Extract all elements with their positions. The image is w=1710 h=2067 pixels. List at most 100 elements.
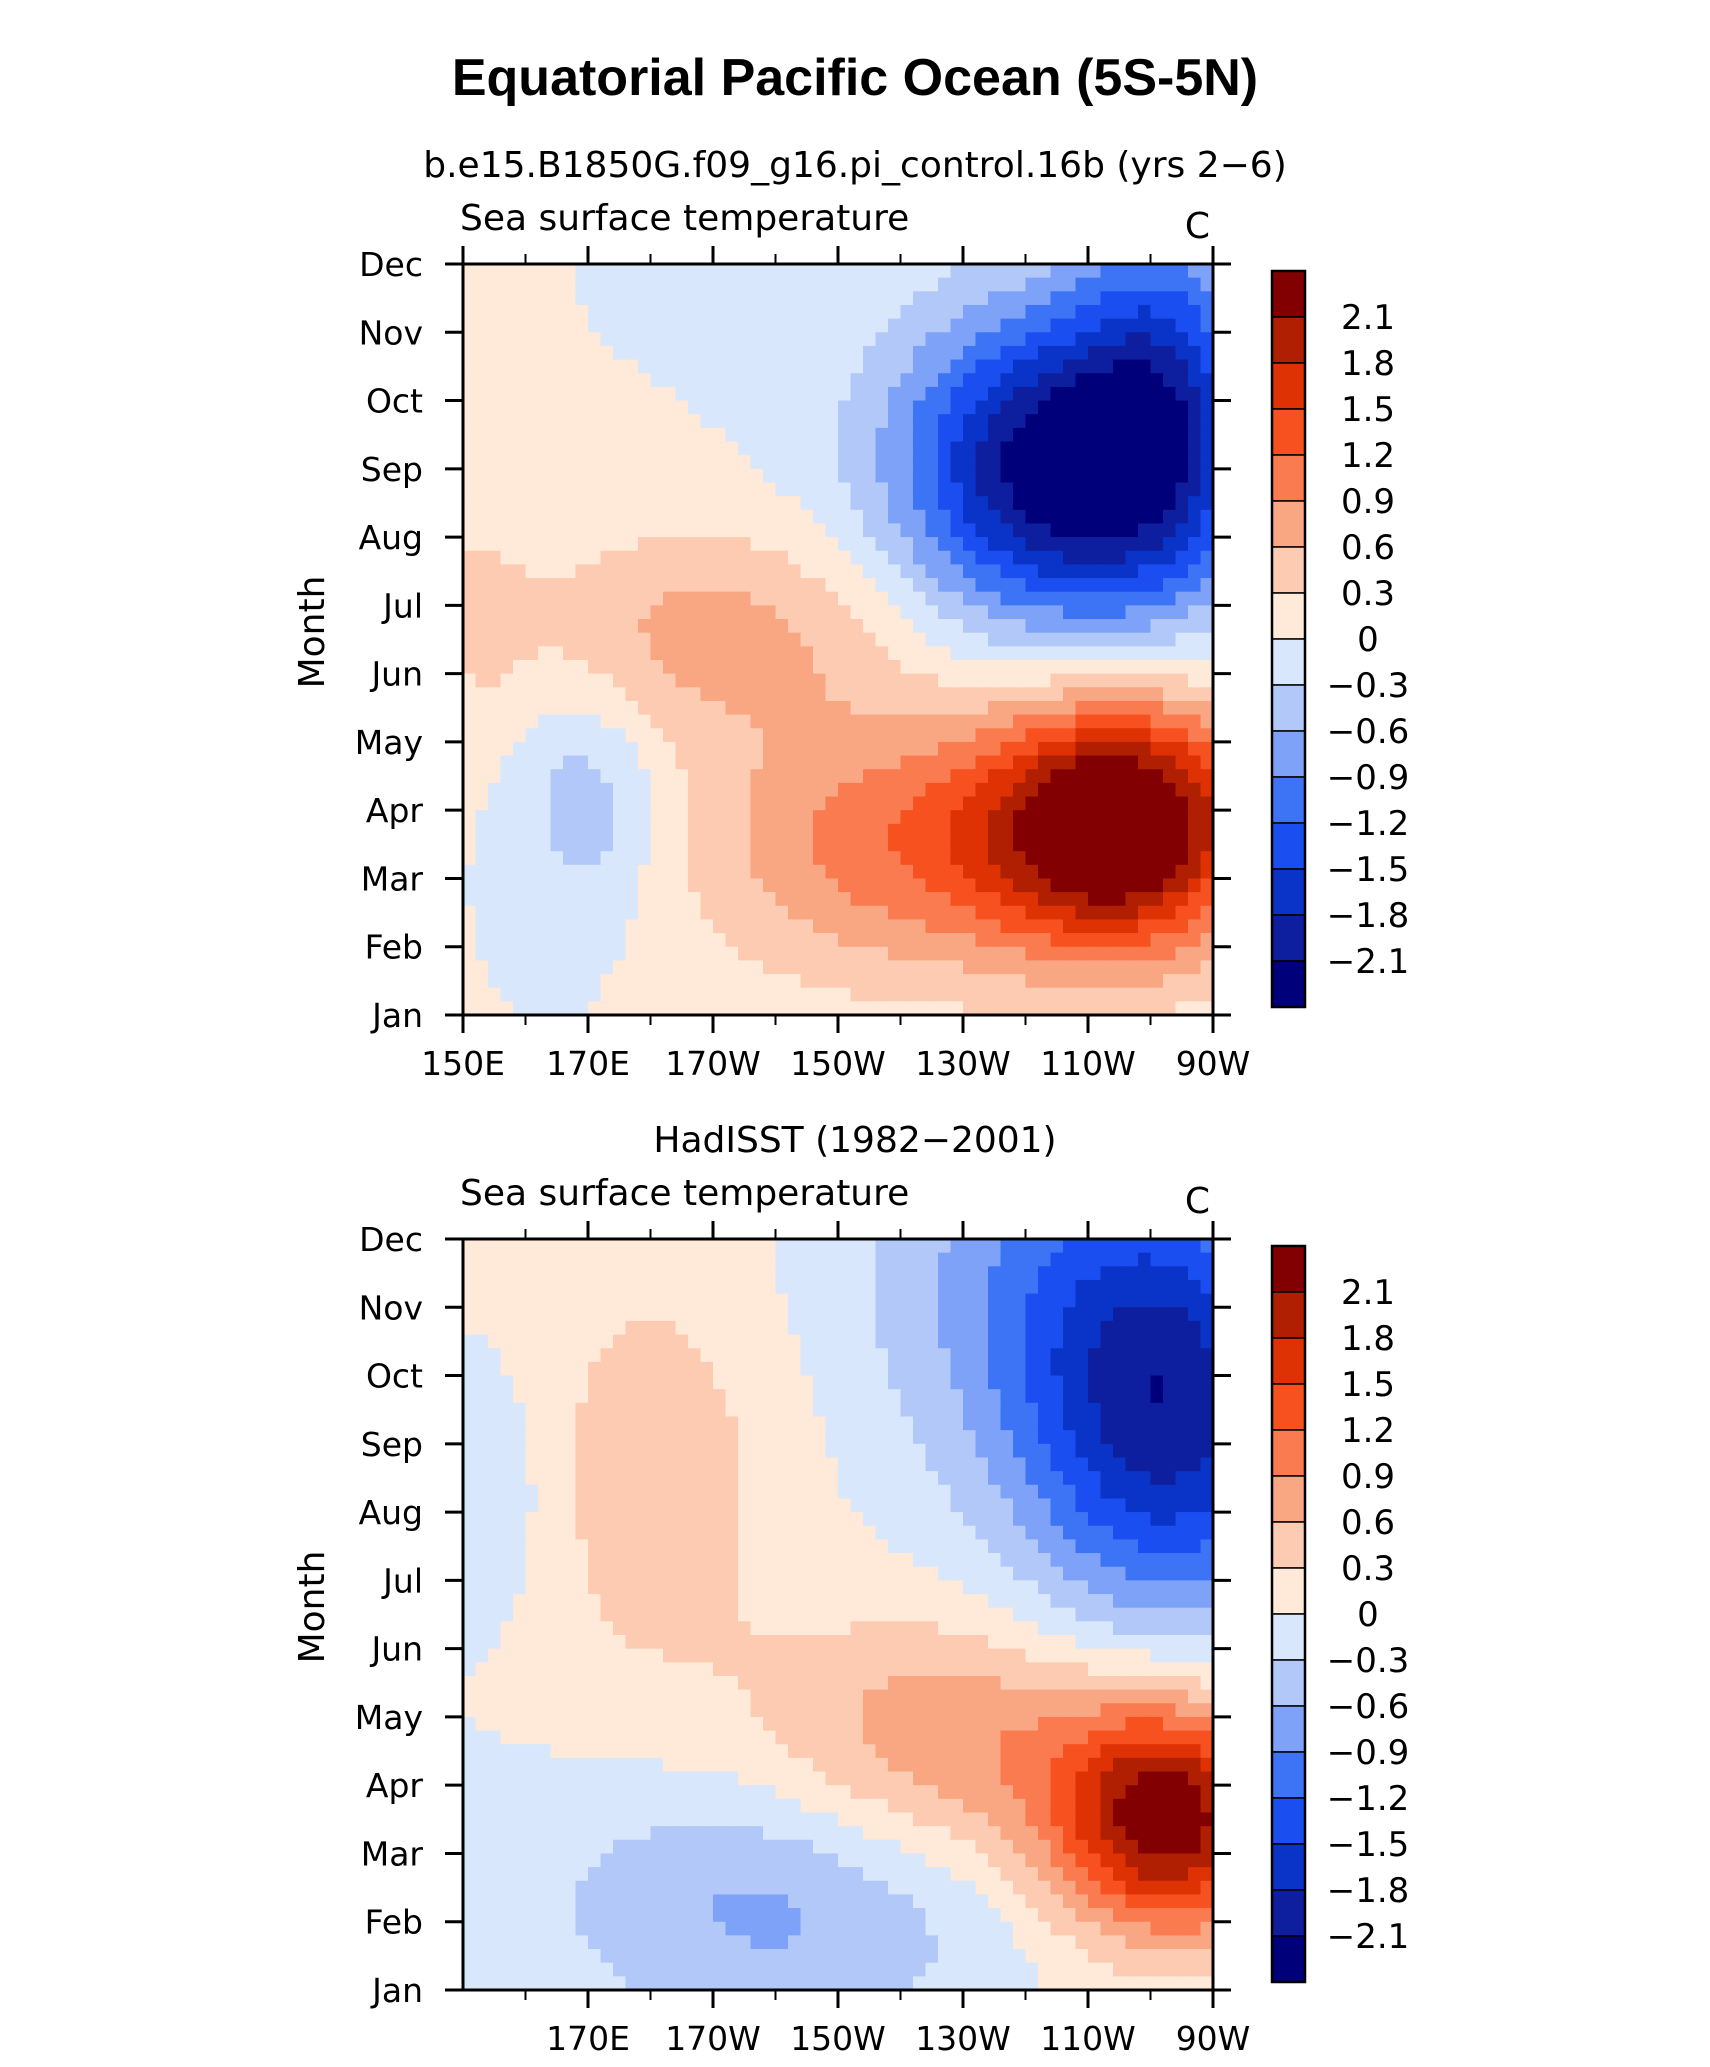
contour-cell [726,769,739,783]
contour-cell [738,469,751,483]
contour-cell [1138,319,1151,333]
contour-cell [588,851,601,865]
colorbar-label: −1.2 [1327,804,1410,844]
contour-cell [713,837,726,851]
contour-cell [688,551,701,565]
contour-cell [1138,633,1151,647]
contour-cell [1163,1280,1176,1294]
contour-cell [951,1307,964,1321]
colorbar-label: −1.8 [1327,896,1410,936]
contour-cell [751,564,764,578]
contour-cell [801,332,814,346]
contour-cell [688,1471,701,1485]
contour-cell [576,824,589,838]
contour-cell [538,401,551,415]
contour-cell [688,1362,701,1376]
contour-cell [926,510,939,524]
contour-cell [976,605,989,619]
contour-cell [1026,1444,1039,1458]
contour-cell [626,1294,639,1308]
contour-cell [951,619,964,633]
contour-cell [551,1307,564,1321]
contour-cell [1038,442,1051,456]
contour-cell [938,1239,951,1253]
contour-cell [763,1253,776,1267]
contour-cell [1126,551,1139,565]
contour-cell [863,974,876,988]
contour-cell [926,742,939,756]
contour-cell [1188,756,1201,770]
contour-cell [863,1307,876,1321]
contour-cell [626,1512,639,1526]
colorbar-box [1272,869,1305,915]
contour-cell [1076,960,1089,974]
contour-cell [1013,537,1026,551]
contour-cell [463,892,476,906]
contour-cell [501,783,514,797]
contour-cell [888,1280,901,1294]
contour-cell [776,960,789,974]
contour-cell [876,278,889,292]
contour-cell [976,878,989,892]
contour-cell [676,537,689,551]
contour-cell [751,373,764,387]
contour-cell [576,291,589,305]
contour-cell [676,1389,689,1403]
contour-cell [576,742,589,756]
contour-cell [513,1457,526,1471]
contour-cell [1038,1348,1051,1362]
contour-cell [813,564,826,578]
contour-cell [1051,332,1064,346]
contour-cell [676,305,689,319]
contour-cell [838,1294,851,1308]
contour-cell [1101,1539,1114,1553]
contour-cell [1126,387,1139,401]
contour-cell [738,1253,751,1267]
y-tick-label: Feb [365,928,423,967]
contour-cell [726,1389,739,1403]
contour-cell [1113,769,1126,783]
contour-cell [888,564,901,578]
contour-cell [938,1539,951,1553]
contour-cell [1138,264,1151,278]
contour-cell [613,346,626,360]
contour-cell [1026,1294,1039,1308]
contour-cell [726,428,739,442]
contour-cell [963,564,976,578]
contour-cell [976,332,989,346]
panel-subtitle-left: Sea surface temperature [460,198,909,239]
contour-cell [1001,414,1014,428]
contour-cell [813,1512,826,1526]
contour-cell [826,687,839,701]
contour-cell [488,646,501,660]
contour-cell [1026,1539,1039,1553]
contour-cell [501,974,514,988]
contour-cell [601,523,614,537]
contour-cell [838,947,851,961]
contour-cell [963,319,976,333]
contour-cell [563,1471,576,1485]
contour-cell [738,1567,751,1581]
contour-cell [988,933,1001,947]
contour-cell [676,742,689,756]
contour-cell [476,278,489,292]
contour-cell [1088,455,1101,469]
contour-cell [1113,1362,1126,1376]
contour-cell [988,837,1001,851]
contour-cell [1151,1457,1164,1471]
contour-cell [1113,919,1126,933]
contour-cell [1113,715,1126,729]
contour-cell [1088,1485,1101,1499]
contour-cell [776,892,789,906]
contour-cell [1026,1567,1039,1581]
contour-cell [938,360,951,374]
contour-cell [576,1280,589,1294]
contour-cell [888,1253,901,1267]
contour-cell [938,428,951,442]
contour-cell [751,1280,764,1294]
contour-cell [638,1444,651,1458]
contour-cell [888,742,901,756]
contour-cell [801,1498,814,1512]
contour-cell [613,482,626,496]
contour-cell [1001,1498,1014,1512]
